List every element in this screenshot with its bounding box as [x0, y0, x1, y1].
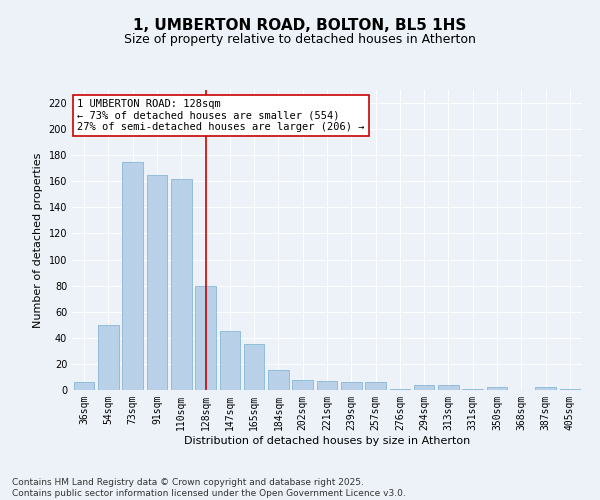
Y-axis label: Number of detached properties: Number of detached properties: [33, 152, 43, 328]
Bar: [487, 388, 508, 390]
X-axis label: Distribution of detached houses by size in Atherton: Distribution of detached houses by size …: [184, 436, 470, 446]
Bar: [317, 381, 337, 390]
Bar: [122, 162, 143, 390]
Text: 1 UMBERTON ROAD: 128sqm
← 73% of detached houses are smaller (554)
27% of semi-d: 1 UMBERTON ROAD: 128sqm ← 73% of detache…: [77, 99, 365, 132]
Bar: [535, 388, 556, 390]
Bar: [220, 332, 240, 390]
Bar: [146, 175, 167, 390]
Bar: [389, 388, 410, 390]
Bar: [268, 370, 289, 390]
Text: Contains HM Land Registry data © Crown copyright and database right 2025.
Contai: Contains HM Land Registry data © Crown c…: [12, 478, 406, 498]
Bar: [463, 388, 483, 390]
Bar: [341, 382, 362, 390]
Text: Size of property relative to detached houses in Atherton: Size of property relative to detached ho…: [124, 32, 476, 46]
Bar: [171, 178, 191, 390]
Bar: [414, 385, 434, 390]
Bar: [98, 325, 119, 390]
Bar: [292, 380, 313, 390]
Bar: [560, 388, 580, 390]
Bar: [244, 344, 265, 390]
Bar: [74, 382, 94, 390]
Text: 1, UMBERTON ROAD, BOLTON, BL5 1HS: 1, UMBERTON ROAD, BOLTON, BL5 1HS: [133, 18, 467, 32]
Bar: [195, 286, 216, 390]
Bar: [365, 382, 386, 390]
Bar: [438, 385, 459, 390]
